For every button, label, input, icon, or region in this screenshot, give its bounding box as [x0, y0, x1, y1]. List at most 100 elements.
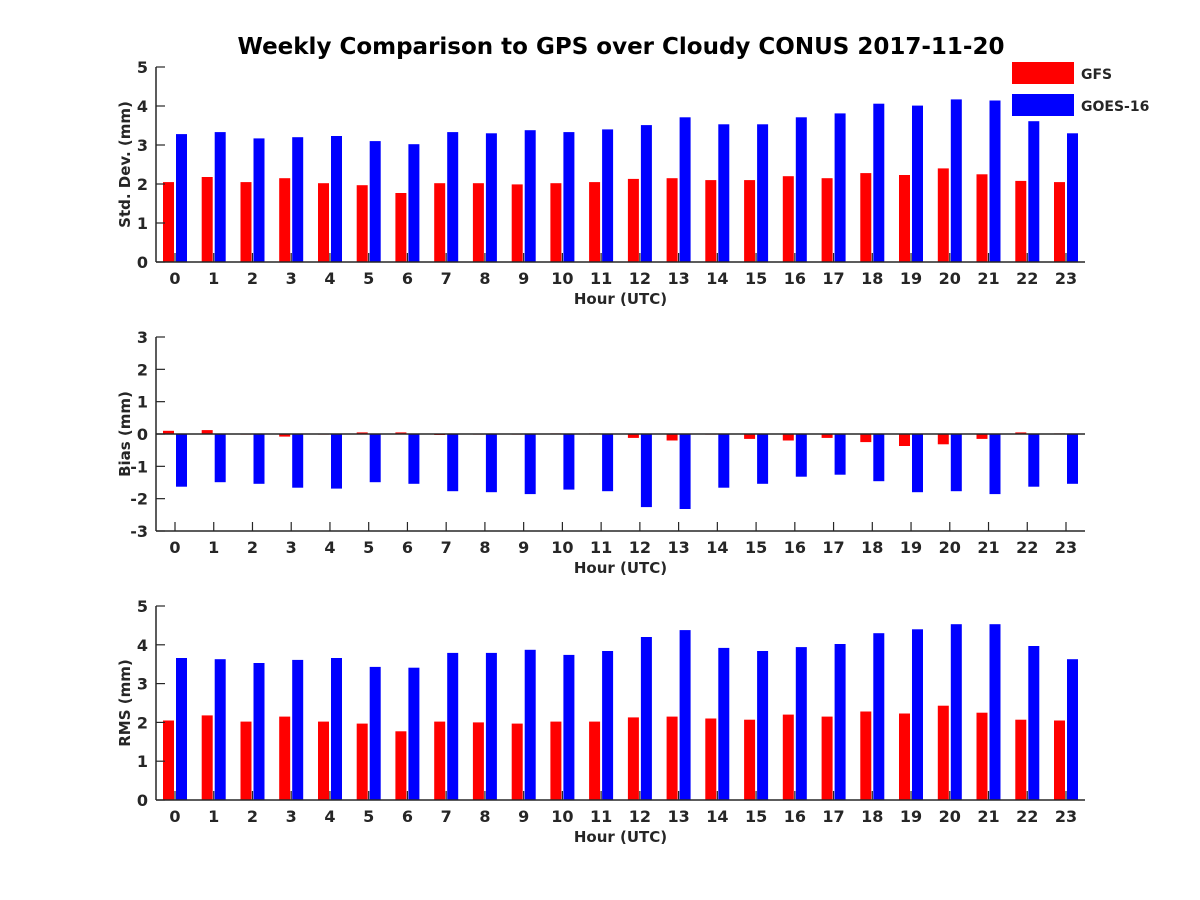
- bar-goes16-3: [292, 434, 304, 488]
- x-tick-label: 15: [745, 807, 767, 826]
- x-tick-label: 13: [667, 269, 689, 288]
- x-tick-label: 3: [286, 807, 297, 826]
- x-tick-label: 15: [745, 538, 767, 557]
- y-tick-label: 0: [137, 253, 148, 272]
- x-tick-label: 23: [1055, 807, 1077, 826]
- x-tick-label: 4: [324, 807, 335, 826]
- x-tick-label: 2: [247, 538, 258, 557]
- bar-goes16-6: [408, 667, 420, 800]
- x-tick-label: 5: [363, 269, 374, 288]
- x-tick-label: 7: [441, 807, 452, 826]
- bar-goes16-2: [253, 138, 265, 262]
- x-tick-label: 6: [402, 538, 413, 557]
- bar-goes16-16: [795, 117, 807, 262]
- bar-goes16-23: [1067, 434, 1078, 484]
- bar-gfs-18: [860, 173, 872, 262]
- bar-gfs-12: [627, 178, 639, 262]
- x-tick-label: 20: [939, 269, 961, 288]
- bar-goes16-20: [950, 434, 962, 492]
- bar-goes16-5: [369, 666, 381, 800]
- bar-gfs-2: [240, 721, 252, 800]
- bar-goes16-18: [873, 103, 885, 262]
- bar-goes16-22: [1028, 646, 1040, 800]
- bar-gfs-16: [782, 176, 794, 262]
- bar-gfs-9: [511, 723, 523, 800]
- legend-label-goes16: GOES-16: [1081, 99, 1149, 115]
- y-tick-label: 0: [137, 791, 148, 810]
- x-tick-label: 4: [324, 538, 335, 557]
- bar-gfs-22: [1015, 719, 1027, 800]
- bar-gfs-12: [627, 434, 639, 438]
- x-tick-label: 9: [518, 807, 529, 826]
- bar-goes16-21: [989, 100, 1001, 262]
- bar-gfs-20: [937, 705, 949, 800]
- x-tick-label: 20: [939, 807, 961, 826]
- bar-gfs-17: [821, 178, 833, 262]
- chart-title: Weekly Comparison to GPS over Cloudy CON…: [238, 34, 1005, 60]
- bar-goes16-9: [524, 649, 536, 800]
- bar-gfs-18: [860, 711, 872, 800]
- stddev-y-axis-label: Std. Dev. (mm): [116, 101, 134, 228]
- y-tick-label: -1: [130, 457, 148, 476]
- bar-gfs-22: [1015, 180, 1027, 262]
- bar-gfs-5: [356, 185, 368, 262]
- bar-gfs-19: [899, 175, 910, 262]
- y-tick-label: 2: [137, 713, 148, 732]
- bar-gfs-15: [744, 180, 756, 262]
- x-tick-label: 23: [1055, 269, 1077, 288]
- y-tick-label: -3: [130, 522, 148, 541]
- x-tick-label: 6: [402, 269, 413, 288]
- bar-goes16-18: [873, 434, 885, 482]
- y-tick-label: 1: [137, 214, 148, 233]
- x-tick-label: 16: [784, 807, 806, 826]
- x-tick-label: 12: [629, 807, 651, 826]
- bar-goes16-2: [253, 434, 265, 484]
- bar-goes16-16: [795, 647, 807, 800]
- bar-goes16-1: [214, 659, 226, 800]
- bar-gfs-3: [279, 434, 291, 437]
- bar-gfs-7: [434, 183, 446, 262]
- bar-goes16-5: [369, 141, 381, 262]
- x-tick-label: 15: [745, 269, 767, 288]
- x-tick-label: 5: [363, 807, 374, 826]
- x-tick-label: 22: [1016, 269, 1038, 288]
- bar-goes16-11: [602, 651, 614, 800]
- legend-swatch-goes16: [1012, 94, 1074, 116]
- bar-goes16-3: [292, 137, 304, 262]
- x-tick-label: 17: [822, 269, 844, 288]
- y-tick-label: 2: [137, 360, 148, 379]
- bar-gfs-8: [472, 722, 484, 800]
- bar-gfs-21: [976, 434, 988, 439]
- x-tick-label: 19: [900, 807, 922, 826]
- bar-goes16-8: [485, 434, 497, 493]
- y-tick-label: -2: [130, 490, 148, 509]
- bar-goes16-11: [602, 129, 614, 262]
- y-tick-label: 5: [137, 597, 148, 616]
- bar-goes16-17: [834, 644, 846, 800]
- y-tick-label: 1: [137, 752, 148, 771]
- x-tick-label: 10: [551, 807, 573, 826]
- bias-y-axis-label: Bias (mm): [116, 391, 134, 477]
- bar-gfs-2: [240, 182, 252, 262]
- x-tick-label: 14: [706, 269, 728, 288]
- x-tick-label: 7: [441, 269, 452, 288]
- x-tick-label: 14: [706, 538, 728, 557]
- x-tick-label: 17: [822, 538, 844, 557]
- bar-goes16-21: [989, 624, 1001, 800]
- bar-goes16-1: [214, 434, 226, 483]
- bar-goes16-5: [369, 434, 381, 483]
- bar-goes16-22: [1028, 434, 1040, 487]
- x-tick-label: 11: [590, 538, 612, 557]
- bar-goes16-7: [447, 652, 459, 800]
- bar-goes16-15: [757, 651, 769, 800]
- rms-x-axis-label: Hour (UTC): [574, 828, 667, 846]
- x-tick-label: 21: [977, 807, 999, 826]
- bar-goes16-13: [679, 630, 691, 800]
- bar-gfs-6: [395, 731, 407, 800]
- x-tick-label: 17: [822, 807, 844, 826]
- bar-gfs-1: [201, 715, 213, 800]
- x-tick-label: 21: [977, 538, 999, 557]
- bar-goes16-7: [447, 132, 459, 262]
